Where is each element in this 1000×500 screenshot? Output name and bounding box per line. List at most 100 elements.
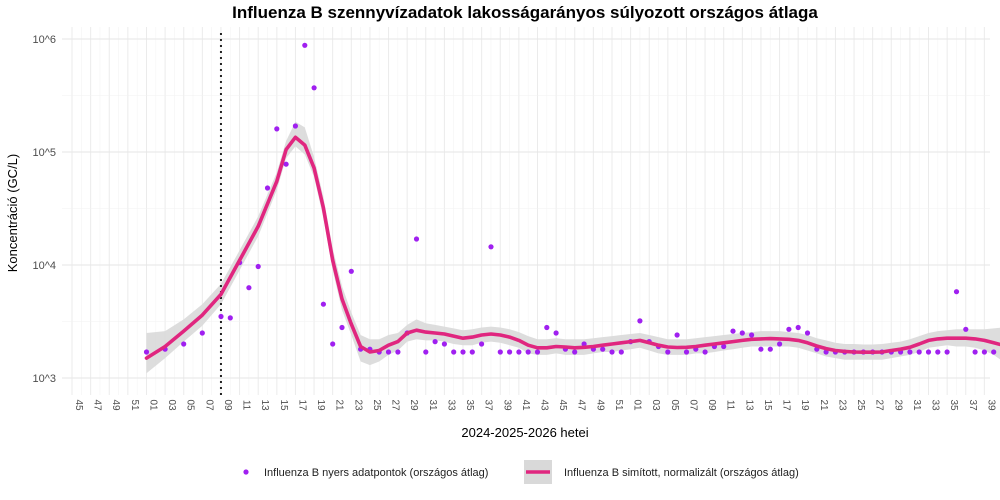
x-tick-label: 33 — [445, 399, 456, 411]
x-tick-label: 29 — [408, 399, 419, 411]
raw-data-point — [730, 328, 736, 334]
raw-data-point — [181, 341, 187, 347]
raw-data-point — [516, 349, 522, 355]
raw-data-point — [925, 349, 932, 355]
x-axis: 45 47 49 51 01 03 05 07 09 11 13 15 17 19 21 23 25 27 29 31… — [73, 399, 996, 411]
raw-data-point — [479, 341, 485, 347]
y-axis-title: Koncentráció (GC/L) — [5, 154, 20, 273]
legend-smooth-label: Influenza B simított, normalizált (orszá… — [564, 467, 799, 479]
raw-data-point — [637, 318, 643, 324]
raw-data-point — [460, 349, 466, 355]
x-tick-label: 15 — [762, 399, 773, 411]
x-tick-label: 13 — [259, 399, 270, 411]
raw-data-point — [665, 349, 671, 355]
raw-data-point — [702, 349, 708, 355]
x-tick-label: 19 — [799, 399, 810, 411]
raw-data-point — [302, 42, 308, 48]
raw-data-point — [749, 332, 755, 338]
x-tick-label: 11 — [241, 400, 252, 411]
raw-data-point — [395, 349, 401, 355]
x-tick-label: 39 — [985, 399, 996, 411]
x-tick-label: 27 — [874, 399, 885, 411]
x-tick-label: 31 — [911, 399, 922, 411]
raw-data-point — [488, 244, 494, 250]
legend-raw-marker — [243, 469, 249, 475]
raw-data-point — [441, 341, 447, 347]
raw-data-point — [777, 341, 783, 347]
raw-data-point — [330, 341, 336, 347]
raw-data-point — [246, 285, 252, 291]
x-tick-label: 05 — [669, 399, 680, 411]
x-tick-label: 03 — [650, 399, 661, 411]
raw-data-point — [544, 324, 550, 331]
x-tick-label: 37 — [483, 399, 494, 411]
smoothed-line — [144, 135, 1000, 360]
x-tick-label: 49 — [594, 399, 605, 411]
raw-data-point — [143, 349, 150, 355]
raw-data-point — [227, 315, 233, 321]
raw-data-point — [972, 349, 978, 355]
raw-data-point — [572, 349, 578, 355]
y-tick-label: 10^5 — [32, 147, 56, 159]
x-tick-label: 37 — [967, 399, 978, 411]
raw-data-point — [432, 339, 438, 345]
raw-data-point — [218, 313, 224, 320]
x-tick-label: 11 — [725, 400, 736, 411]
raw-data-point — [721, 343, 727, 350]
raw-data-point — [618, 349, 624, 355]
raw-data-point — [739, 330, 745, 336]
legend: Influenza B nyers adatpontok (országos á… — [243, 460, 799, 484]
x-tick-label: 45 — [73, 399, 84, 411]
x-tick-label: 33 — [930, 399, 941, 411]
raw-data-point — [674, 332, 680, 338]
x-tick-label: 03 — [166, 399, 177, 411]
raw-data-point — [553, 330, 559, 336]
raw-data-point — [339, 324, 345, 331]
raw-data-point — [497, 349, 503, 355]
x-tick-label: 01 — [632, 399, 643, 411]
raw-data-point — [581, 341, 587, 347]
x-tick-label: 27 — [390, 399, 401, 411]
x-tick-label: 25 — [855, 399, 866, 411]
y-axis: 10^3 10^4 10^5 10^6 — [32, 34, 56, 385]
x-tick-label: 17 — [296, 399, 307, 411]
raw-data-point — [199, 330, 205, 336]
raw-data-point — [507, 349, 513, 355]
raw-data-point — [786, 326, 792, 332]
x-tick-label: 39 — [501, 399, 512, 411]
x-tick-label: 47 — [576, 399, 587, 411]
x-tick-label: 43 — [539, 399, 550, 411]
raw-data-point — [963, 326, 969, 332]
raw-data-point — [469, 349, 475, 355]
x-tick-label: 01 — [147, 399, 158, 411]
y-tick-label: 10^4 — [32, 260, 56, 272]
x-tick-label: 09 — [222, 399, 233, 411]
raw-data-point — [385, 349, 392, 355]
raw-data-point — [804, 330, 811, 336]
raw-data-point — [795, 324, 801, 331]
raw-data-point — [907, 349, 913, 355]
raw-data-point — [600, 346, 606, 352]
x-tick-label: 51 — [129, 399, 140, 411]
x-tick-label: 31 — [427, 399, 438, 411]
x-tick-label: 15 — [278, 399, 289, 411]
raw-data-point — [413, 236, 420, 242]
raw-data-point — [944, 349, 950, 355]
raw-data-point — [609, 349, 615, 355]
x-tick-label: 25 — [371, 399, 382, 411]
x-tick-label: 23 — [352, 399, 363, 411]
raw-data-point — [264, 185, 271, 191]
x-tick-label: 51 — [613, 399, 624, 411]
raw-data-point — [423, 349, 429, 355]
raw-data-point — [991, 349, 997, 355]
raw-data-point — [953, 289, 960, 295]
raw-data-point — [683, 349, 690, 355]
x-tick-label: 29 — [892, 399, 903, 411]
x-tick-label: 35 — [464, 399, 475, 411]
x-tick-label: 13 — [743, 399, 754, 411]
x-tick-label: 21 — [818, 399, 829, 411]
x-tick-label: 19 — [315, 399, 326, 411]
x-tick-label: 09 — [706, 399, 717, 411]
legend-raw-label: Influenza B nyers adatpontok (országos á… — [264, 467, 488, 479]
